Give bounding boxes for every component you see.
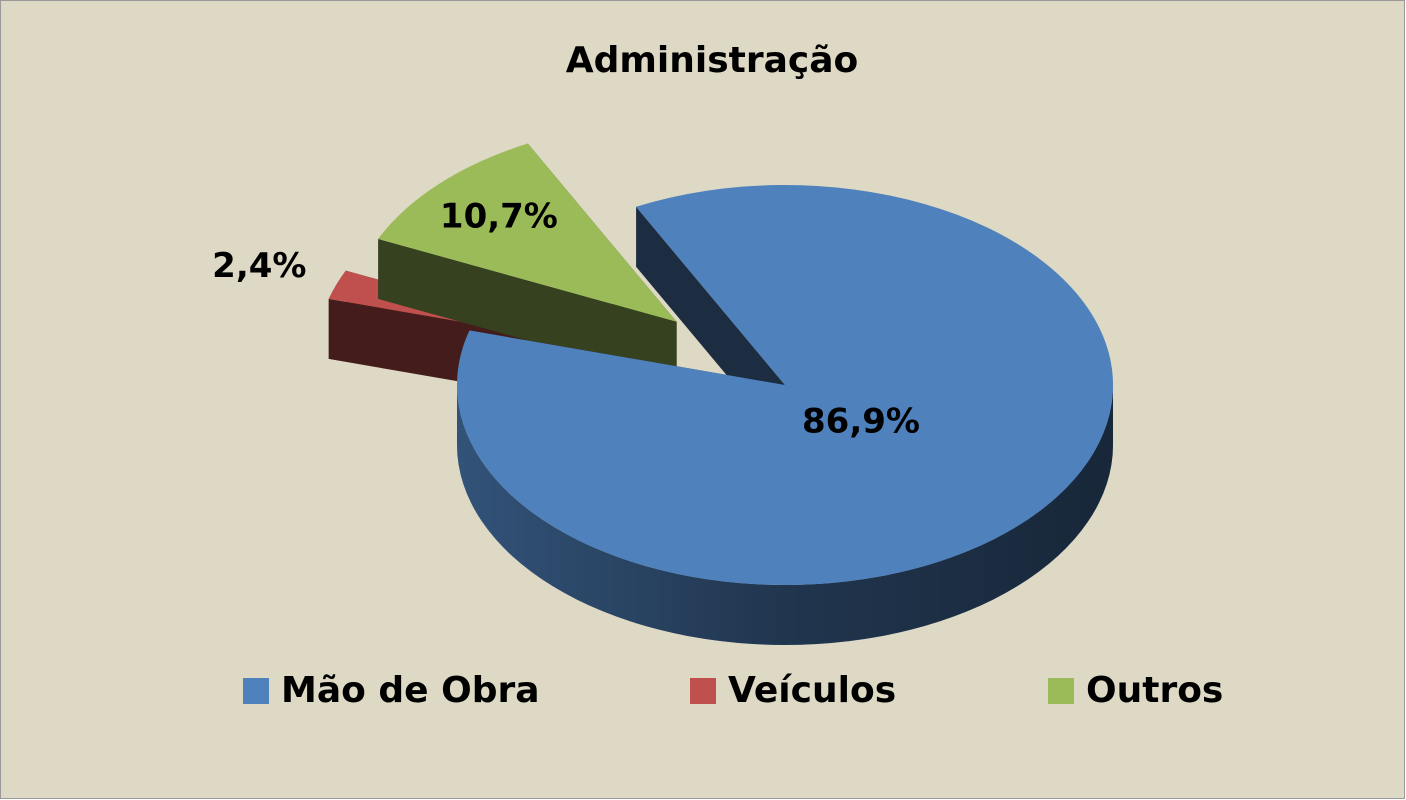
legend-swatch — [690, 678, 716, 704]
legend-label: Outros — [1086, 670, 1223, 711]
chart-title: Administração — [566, 40, 859, 81]
slice-wall-shade — [457, 385, 1113, 645]
data-label: 2,4% — [212, 246, 306, 286]
legend-swatch — [1048, 678, 1074, 704]
pie-slice — [457, 184, 1114, 645]
slice-top — [378, 143, 677, 322]
data-label: 86,9% — [802, 402, 920, 442]
legend: Mão de Obra Veículos Outros — [243, 670, 1223, 711]
data-label: 10,7% — [440, 197, 558, 237]
legend-label: Mão de Obra — [281, 670, 540, 711]
slice-top — [457, 184, 1114, 585]
legend-swatch — [243, 678, 269, 704]
pie: 2,4% 10,7% 86,9% — [212, 143, 1114, 645]
pie-slice — [378, 143, 677, 382]
legend-label: Veículos — [728, 670, 896, 711]
slice-side — [378, 238, 677, 382]
